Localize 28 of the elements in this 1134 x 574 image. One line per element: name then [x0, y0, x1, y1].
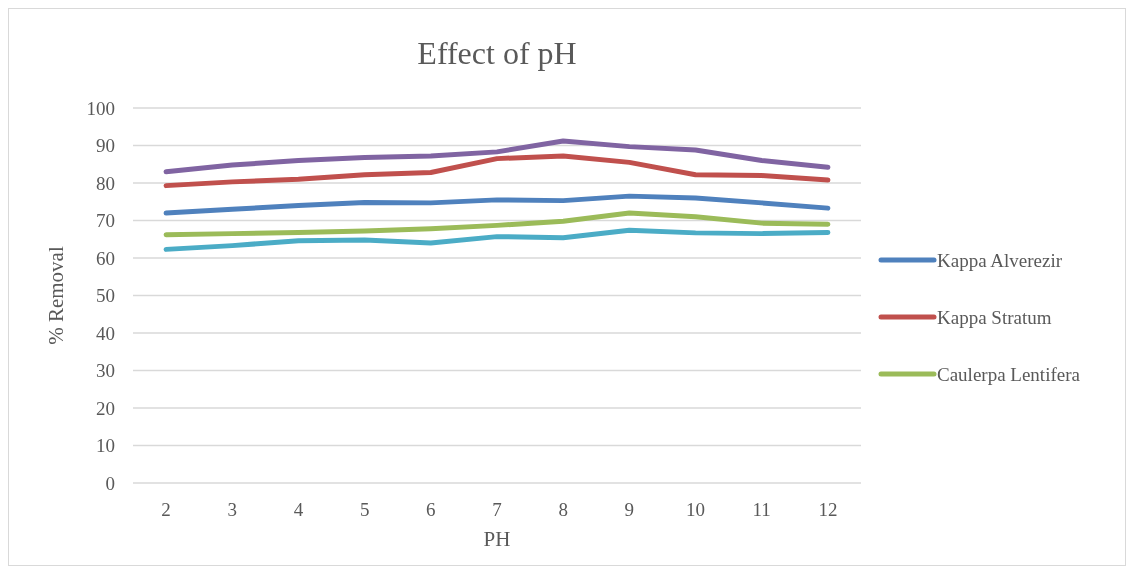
y-tick-label: 30: [96, 360, 115, 382]
legend-label: Caulerpa Lentifera: [937, 363, 1081, 385]
x-tick-label: 12: [818, 499, 838, 520]
y-tick-label: 100: [86, 97, 115, 119]
x-tick-label: 2: [161, 499, 171, 520]
x-tick-label: 10: [686, 499, 706, 520]
legend-label: Kappa Alverezir: [937, 249, 1063, 271]
legend-label: Kappa Stratum: [937, 306, 1052, 328]
y-tick-label: 10: [96, 435, 115, 457]
x-tick-label: 11: [752, 499, 771, 520]
y-tick-label: 60: [96, 247, 115, 269]
x-tick-label: 8: [558, 499, 568, 520]
y-tick-label: 80: [96, 172, 115, 194]
y-tick-label: 90: [96, 135, 115, 157]
y-tick-label: 40: [96, 322, 115, 344]
x-tick-label: 3: [227, 499, 238, 520]
y-axis-title: % Removal: [44, 246, 68, 345]
chart-title: Effect of pH: [417, 35, 577, 71]
y-tick-label: 20: [96, 397, 115, 419]
y-tick-label: 70: [96, 210, 115, 232]
x-tick-label: 4: [293, 499, 304, 520]
y-tick-label: 50: [96, 285, 115, 307]
x-tick-label: 9: [624, 499, 635, 520]
x-tick-label: 7: [492, 499, 502, 520]
x-tick-label: 6: [426, 499, 436, 520]
y-tick-label: 0: [105, 472, 115, 494]
x-tick-label: 5: [359, 499, 370, 520]
x-axis-title: PH: [483, 527, 511, 551]
